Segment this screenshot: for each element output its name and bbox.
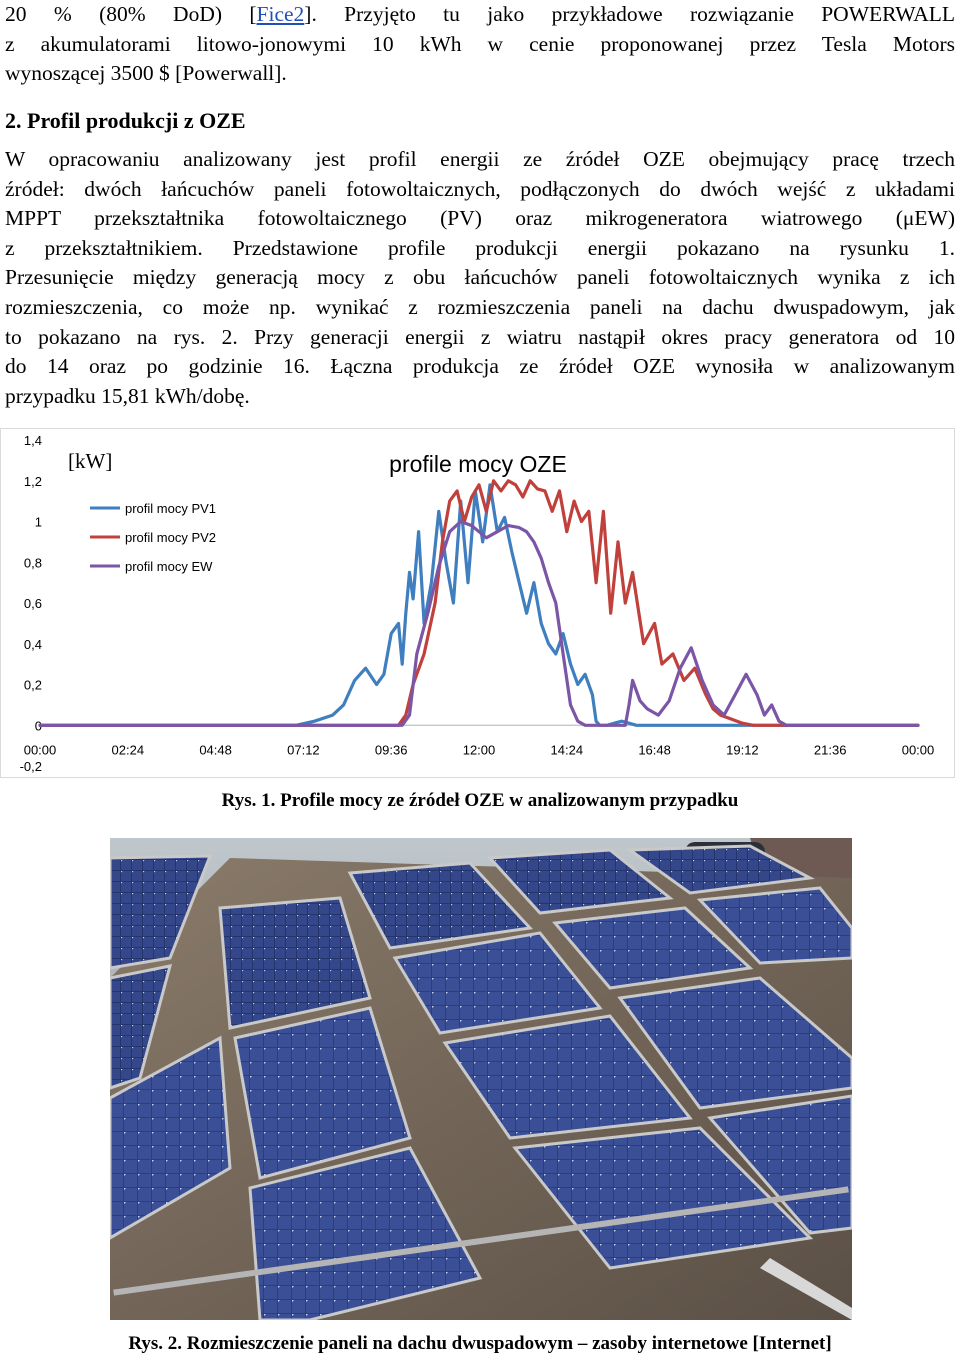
- chart-legend: profil mocy PV1 profil mocy PV2 profil moc…: [90, 501, 216, 574]
- y-tick-label: 0: [35, 718, 42, 733]
- x-tick-label: 02:24: [112, 742, 145, 757]
- text-segment: ]. Przyjęto tu jako przykładowe rozwiąza…: [304, 2, 955, 26]
- y-tick-label: 1: [35, 515, 42, 530]
- paragraph-line: źródeł: dwóch łańcuchów paneli fotowolta…: [5, 176, 955, 201]
- paragraph-line: 20 % (80% DoD) [Fice2]. Przyjęto tu jako…: [5, 0, 955, 30]
- paragraph-body: W opracowaniu analizowany jest profil en…: [5, 145, 955, 411]
- solar-panels-photo: [110, 838, 852, 1320]
- legend-label: profil mocy PV2: [125, 530, 216, 545]
- power-profile-chart: 1,4 1,2 1 0,8 0,6 0,4 0,2 0 -0,2 00:00 02:24 04:48…: [0, 428, 955, 778]
- figure-2-caption: Rys. 2. Rozmieszczenie paneli na dachu d…: [128, 1333, 832, 1354]
- x-tick-label: 04:48: [199, 742, 232, 757]
- paragraph-line: Przesunięcie między generacją mocy z obu…: [5, 265, 955, 290]
- x-tick-label: 09:36: [375, 742, 408, 757]
- x-tick-label: 19:12: [726, 742, 759, 757]
- y-tick-label: 1,4: [24, 433, 42, 448]
- x-tick-label: 00:00: [24, 742, 57, 757]
- x-tick-label: 07:12: [287, 742, 320, 757]
- y-tick-label: 0,8: [24, 555, 42, 570]
- paragraph-line: wynoszącej 3500 $ [Powerwall].: [5, 61, 287, 86]
- paragraph-line: z akumulatorami litowo-jonowymi 10 kWh w…: [5, 31, 955, 56]
- y-tick-label: 0,4: [24, 637, 42, 652]
- section-heading: 2. Profil produkcji z OZE: [5, 108, 246, 133]
- citation-link-fice2[interactable]: Fice2: [256, 2, 305, 26]
- series-line: [38, 483, 920, 727]
- paragraph-line: W opracowaniu analizowany jest profil en…: [5, 147, 955, 171]
- series-line: [38, 519, 920, 727]
- x-tick-label: 00:00: [902, 742, 935, 757]
- legend-label: profil mocy EW: [125, 559, 213, 574]
- x-tick-label: 16:48: [638, 742, 671, 757]
- paragraph-intro: 20 % (80% DoD) [Fice2]. Przyjęto tu jako…: [5, 0, 955, 89]
- y-tick-label: 0,2: [24, 678, 42, 693]
- mounting-rail: [113, 1186, 849, 1296]
- paragraph-line: przypadku 15,81 kWh/dobę.: [5, 383, 250, 408]
- panel-array: [110, 844, 852, 1320]
- legend-label: profil mocy PV1: [125, 501, 216, 516]
- y-tick-label: -0,2: [20, 759, 42, 774]
- paragraph-line: rozmieszczenia, co może np. wynikać z ro…: [5, 294, 955, 319]
- series-line: [38, 479, 920, 727]
- x-tick-label: 14:24: [551, 742, 584, 757]
- paragraph-line: MPPT przekształtnika fotowoltaicznego (P…: [5, 206, 955, 231]
- paragraph-line: do 14 oraz po godzinie 16. Łączna produk…: [5, 354, 955, 379]
- y-axis-unit-label: [kW]: [68, 449, 112, 473]
- figure-1-caption: Rys. 1. Profile mocy ze źródeł OZE w ana…: [221, 790, 739, 811]
- chart-title: profile mocy OZE: [389, 451, 567, 477]
- paragraph-line: to pokazano na rys. 2. Przy generacji en…: [5, 324, 955, 349]
- pipe: [760, 1258, 852, 1320]
- y-tick-label: 0,6: [24, 596, 42, 611]
- x-tick-label: 12:00: [463, 742, 496, 757]
- paragraph-line: z przekształtnikiem. Przedstawione profi…: [5, 235, 955, 260]
- x-tick-label: 21:36: [814, 742, 847, 757]
- y-tick-label: 1,2: [24, 474, 42, 489]
- text-segment: 20 % (80% DoD) [: [5, 2, 257, 26]
